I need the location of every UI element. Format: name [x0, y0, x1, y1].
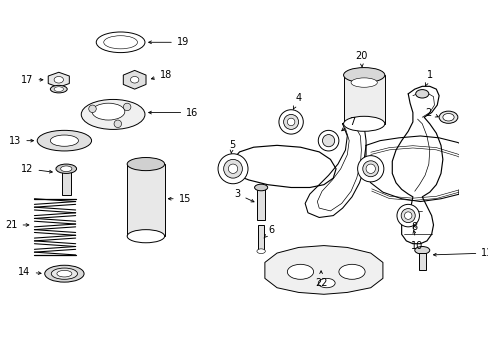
- Polygon shape: [48, 72, 69, 87]
- Ellipse shape: [127, 158, 164, 171]
- Text: 15: 15: [168, 194, 191, 204]
- Ellipse shape: [54, 87, 63, 91]
- Text: 3: 3: [234, 189, 253, 202]
- Text: 5: 5: [228, 140, 235, 153]
- Ellipse shape: [50, 135, 78, 146]
- Ellipse shape: [471, 163, 484, 175]
- Ellipse shape: [127, 230, 164, 243]
- Ellipse shape: [81, 99, 144, 129]
- Text: 10: 10: [410, 230, 423, 251]
- Text: 8: 8: [410, 222, 416, 232]
- Text: 16: 16: [148, 108, 198, 118]
- Ellipse shape: [343, 116, 384, 131]
- Ellipse shape: [256, 249, 265, 253]
- Ellipse shape: [51, 268, 78, 279]
- Text: 18: 18: [151, 70, 172, 80]
- Ellipse shape: [350, 78, 377, 87]
- Ellipse shape: [343, 68, 384, 82]
- Ellipse shape: [56, 164, 77, 174]
- Bar: [257, 188, 264, 220]
- Text: 6: 6: [264, 225, 274, 238]
- Ellipse shape: [396, 204, 419, 227]
- Ellipse shape: [283, 114, 298, 129]
- Circle shape: [462, 188, 471, 197]
- Ellipse shape: [61, 166, 72, 172]
- Circle shape: [123, 103, 131, 111]
- Ellipse shape: [438, 111, 457, 123]
- Ellipse shape: [414, 247, 429, 254]
- Text: 19: 19: [148, 37, 189, 47]
- Text: 14: 14: [19, 267, 41, 277]
- Ellipse shape: [467, 158, 488, 179]
- Text: 7: 7: [341, 117, 355, 131]
- Text: 1: 1: [425, 70, 432, 86]
- Ellipse shape: [362, 161, 378, 177]
- Ellipse shape: [357, 156, 383, 182]
- Ellipse shape: [322, 135, 334, 147]
- Ellipse shape: [103, 36, 137, 49]
- Ellipse shape: [50, 85, 67, 93]
- Bar: [127, 164, 164, 236]
- Text: 4: 4: [293, 94, 301, 109]
- Ellipse shape: [218, 154, 247, 184]
- Ellipse shape: [130, 76, 139, 83]
- Text: 11: 11: [432, 248, 488, 258]
- Circle shape: [287, 118, 294, 126]
- Ellipse shape: [338, 264, 365, 279]
- Ellipse shape: [318, 130, 338, 151]
- Ellipse shape: [400, 208, 414, 222]
- Bar: [418, 253, 425, 270]
- Ellipse shape: [92, 103, 124, 120]
- Text: 9: 9: [0, 359, 1, 360]
- Circle shape: [458, 184, 475, 201]
- Circle shape: [366, 164, 375, 174]
- Polygon shape: [123, 71, 146, 89]
- Ellipse shape: [37, 130, 91, 151]
- Ellipse shape: [57, 270, 72, 277]
- Text: 13: 13: [9, 136, 34, 146]
- Ellipse shape: [54, 76, 63, 83]
- Ellipse shape: [415, 90, 428, 98]
- Circle shape: [228, 164, 237, 174]
- Text: 21: 21: [5, 220, 29, 230]
- Ellipse shape: [318, 278, 334, 288]
- Text: 12: 12: [21, 164, 52, 174]
- Ellipse shape: [287, 264, 313, 279]
- Bar: [258, 225, 264, 251]
- Text: 2: 2: [425, 108, 437, 118]
- Text: 20: 20: [354, 51, 367, 67]
- Ellipse shape: [442, 113, 453, 121]
- Ellipse shape: [254, 184, 267, 191]
- Circle shape: [89, 105, 96, 113]
- Circle shape: [114, 120, 122, 127]
- Ellipse shape: [96, 32, 144, 53]
- Ellipse shape: [44, 265, 84, 282]
- Ellipse shape: [223, 159, 242, 178]
- Text: 22: 22: [314, 271, 326, 288]
- Circle shape: [404, 212, 411, 219]
- Bar: [343, 75, 384, 124]
- Text: 17: 17: [21, 75, 43, 85]
- Bar: [61, 169, 71, 195]
- Polygon shape: [264, 246, 382, 294]
- Ellipse shape: [278, 110, 303, 134]
